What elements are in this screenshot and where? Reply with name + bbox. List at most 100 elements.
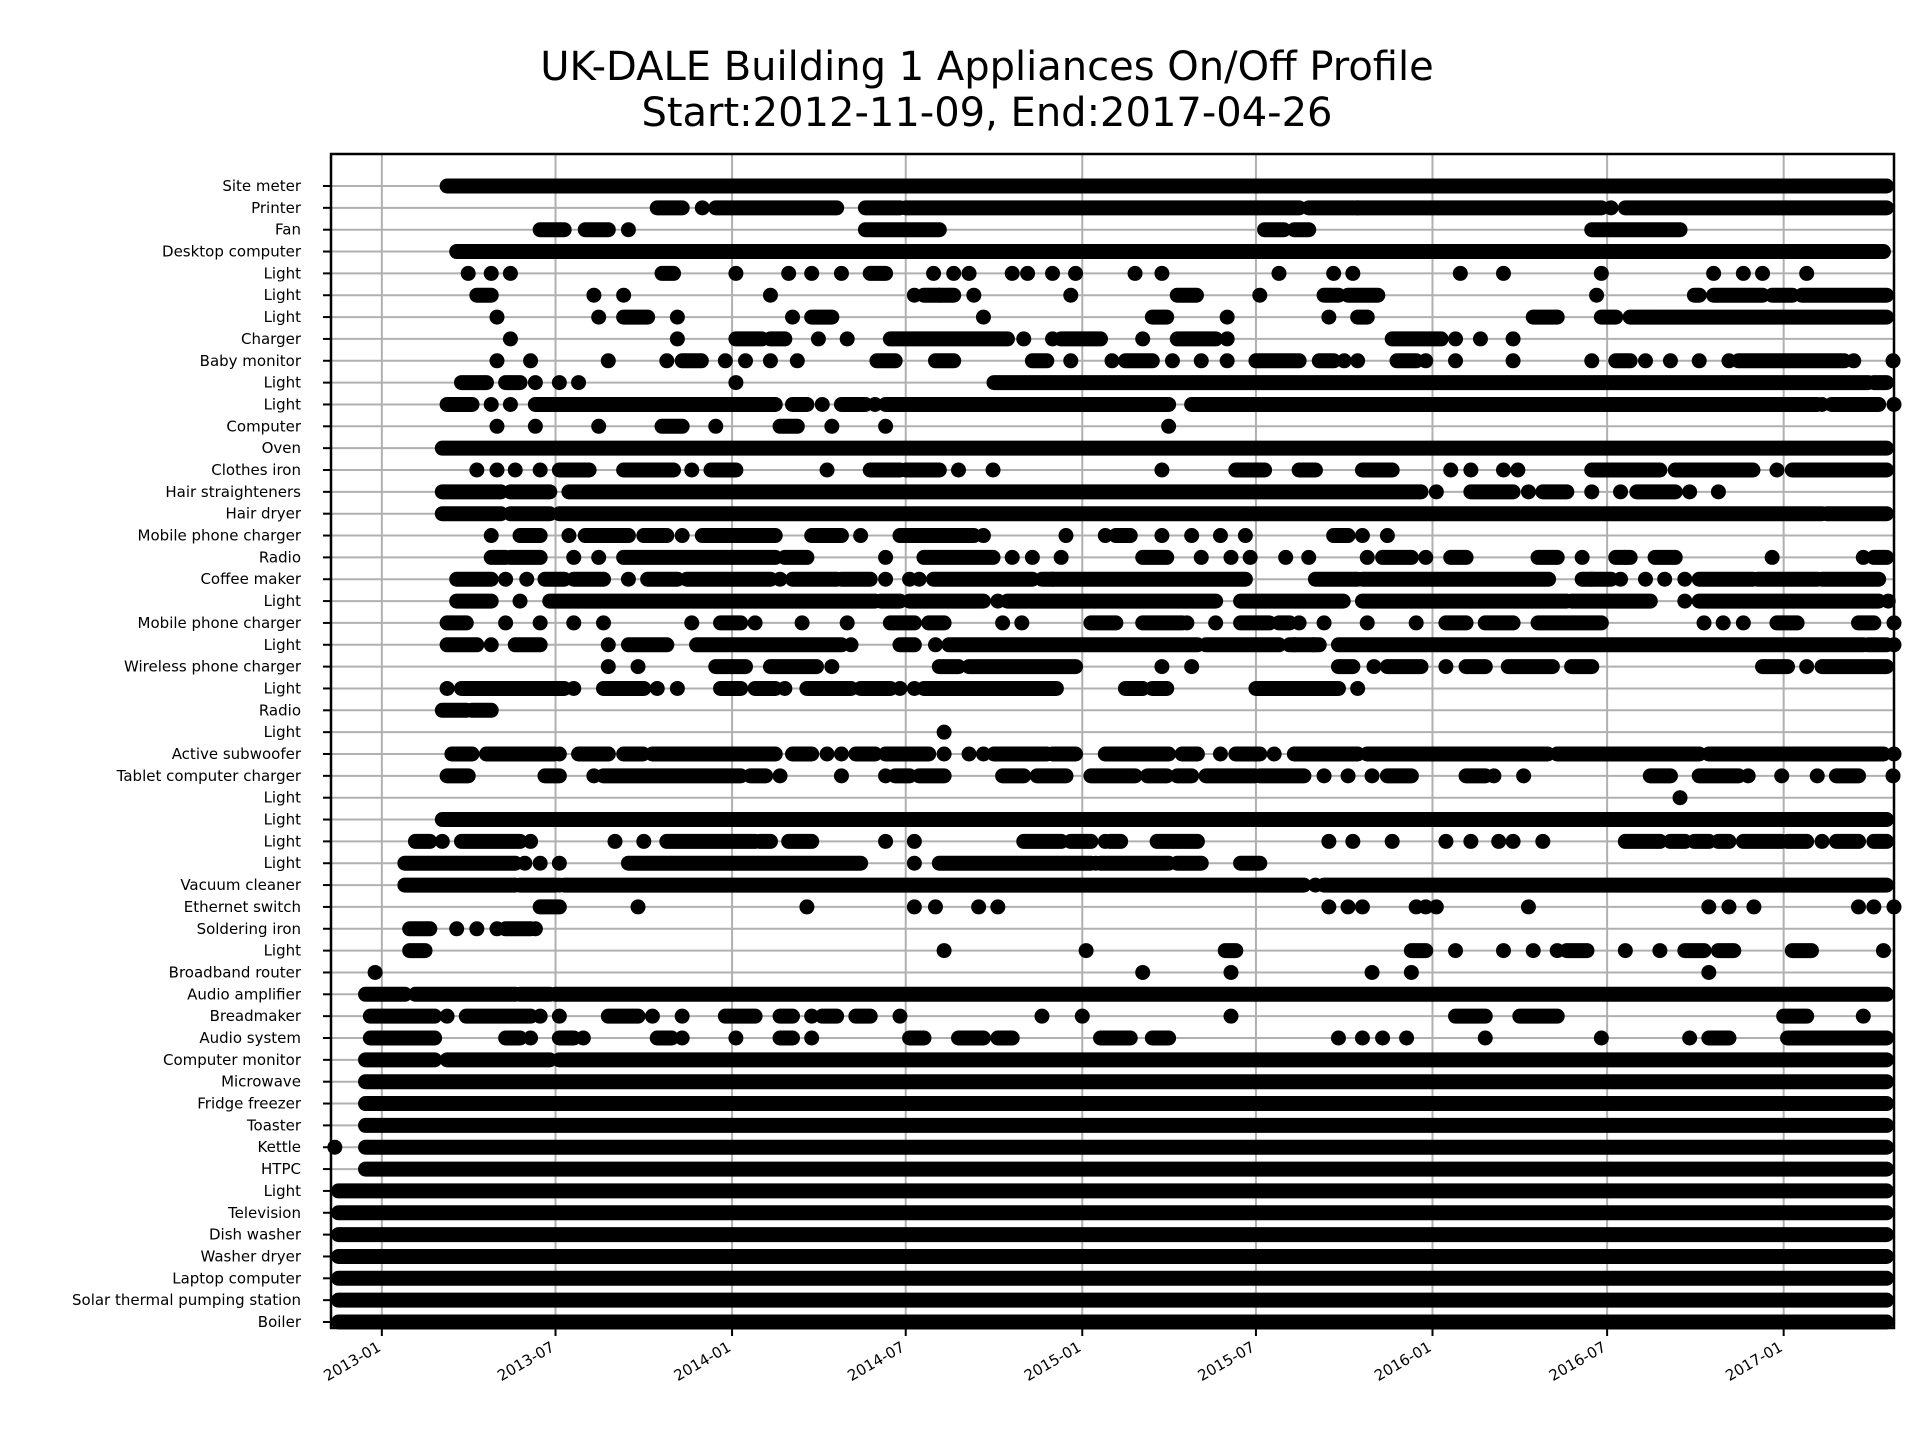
on-event-point xyxy=(1321,899,1337,915)
on-period-segment xyxy=(464,702,499,718)
on-period-segment xyxy=(1316,877,1894,893)
on-event-point xyxy=(1127,265,1143,281)
on-period-segment xyxy=(644,746,783,762)
on-period-segment xyxy=(331,1248,1894,1264)
on-period-segment xyxy=(1228,462,1273,478)
on-event-point xyxy=(878,768,894,784)
on-period-segment xyxy=(1217,943,1244,959)
on-period-segment xyxy=(512,528,548,544)
y-tick-label: Hair dryer xyxy=(225,505,301,523)
on-period-segment xyxy=(833,571,878,587)
on-period-segment xyxy=(1784,943,1819,959)
on-event-point xyxy=(1735,265,1751,281)
on-period-segment xyxy=(848,1008,878,1024)
on-period-segment xyxy=(1755,659,1795,675)
on-period-segment xyxy=(449,593,499,609)
x-tick-label: 2014-07 xyxy=(844,1338,907,1385)
x-tick-label: 2015-07 xyxy=(1195,1338,1258,1385)
on-event-point xyxy=(1154,528,1170,544)
on-period-segment xyxy=(649,1030,680,1046)
on-event-point xyxy=(708,418,724,434)
on-event-point xyxy=(1004,549,1020,565)
on-event-point xyxy=(669,309,685,325)
on-event-point xyxy=(1525,943,1541,959)
y-tick-label: Toaster xyxy=(246,1116,302,1134)
on-event-point xyxy=(1799,659,1815,675)
on-event-point xyxy=(551,855,567,871)
on-event-point xyxy=(517,855,533,871)
y-tick-label: Printer xyxy=(251,199,302,217)
on-period-segment xyxy=(551,462,597,478)
on-period-segment xyxy=(1814,659,1894,675)
on-period-segment xyxy=(1233,593,1351,609)
on-event-point xyxy=(1617,943,1633,959)
on-event-point xyxy=(1549,943,1565,959)
on-period-segment xyxy=(1814,571,1887,587)
on-event-point xyxy=(1330,1030,1346,1046)
on-event-point xyxy=(804,1030,820,1046)
on-event-point xyxy=(772,768,788,784)
on-period-segment xyxy=(402,943,433,959)
on-event-point xyxy=(1219,331,1235,347)
on-period-segment xyxy=(1053,331,1109,347)
on-event-point xyxy=(1375,1030,1391,1046)
y-tick-label: Light xyxy=(264,832,302,850)
on-event-point xyxy=(833,768,849,784)
on-event-point xyxy=(1418,549,1434,565)
on-event-point xyxy=(1408,615,1424,631)
on-period-segment xyxy=(595,768,749,784)
on-period-segment xyxy=(882,615,922,631)
on-period-segment xyxy=(1866,375,1894,391)
on-event-point xyxy=(1316,615,1332,631)
on-event-point xyxy=(819,746,835,762)
on-period-segment xyxy=(362,1008,443,1024)
on-period-segment xyxy=(502,549,548,565)
y-tick-label: Solar thermal pumping station xyxy=(72,1291,301,1309)
on-event-point xyxy=(1520,899,1536,915)
on-period-segment xyxy=(902,1030,932,1046)
on-period-segment xyxy=(507,637,548,653)
on-period-segment xyxy=(1608,353,1638,369)
on-period-segment xyxy=(911,768,952,784)
on-event-point xyxy=(1184,659,1200,675)
on-event-point xyxy=(1223,964,1239,980)
y-tick-label: Wireless phone charger xyxy=(124,658,302,676)
on-period-segment xyxy=(1828,833,1866,849)
on-event-point xyxy=(551,375,567,391)
on-event-point xyxy=(892,1008,908,1024)
on-event-point xyxy=(927,637,943,653)
y-tick-label: Audio system xyxy=(199,1029,301,1047)
on-period-segment xyxy=(1710,833,1737,849)
on-event-point xyxy=(1769,462,1785,478)
on-period-segment xyxy=(1135,615,1190,631)
y-tick-label: HTPC xyxy=(261,1160,301,1178)
on-event-point xyxy=(936,724,952,740)
on-period-segment xyxy=(1108,528,1138,544)
on-period-segment xyxy=(703,462,744,478)
on-event-point xyxy=(620,222,636,238)
on-period-segment xyxy=(1647,549,1683,565)
on-event-point xyxy=(1161,855,1177,871)
on-period-segment xyxy=(1083,615,1124,631)
on-period-segment xyxy=(407,833,438,849)
on-event-point xyxy=(575,1030,591,1046)
on-event-point xyxy=(1510,462,1526,478)
on-event-point xyxy=(1164,353,1180,369)
on-event-point xyxy=(1438,833,1454,849)
on-event-point xyxy=(1880,593,1896,609)
on-event-point xyxy=(1212,528,1228,544)
on-event-point xyxy=(502,396,518,412)
on-period-segment xyxy=(1691,768,1747,784)
on-period-segment xyxy=(1063,833,1099,849)
on-period-segment xyxy=(857,200,908,216)
on-period-segment xyxy=(1228,746,1268,762)
on-event-point xyxy=(1154,265,1170,281)
on-period-segment xyxy=(1512,1008,1565,1024)
on-period-segment xyxy=(331,1314,1894,1330)
on-period-segment xyxy=(1140,768,1175,784)
on-period-segment xyxy=(1326,528,1356,544)
on-event-point xyxy=(1613,571,1629,587)
y-tick-label: Mobile phone charger xyxy=(138,527,302,545)
on-period-segment xyxy=(1535,484,1575,500)
on-event-point xyxy=(1034,1008,1050,1024)
